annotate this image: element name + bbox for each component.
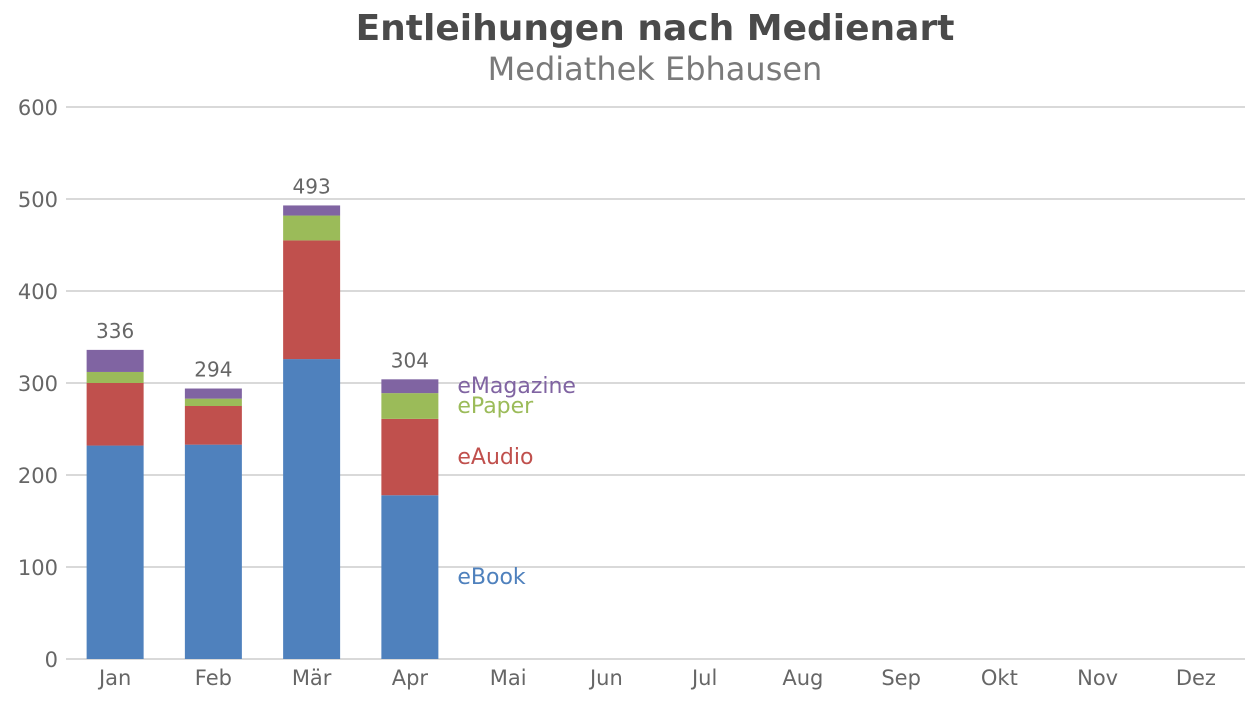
chart-subtitle: Mediathek Ebhausen — [487, 50, 823, 88]
series-label-eaudio: eAudio — [457, 445, 533, 470]
bar-eaudio-apr — [381, 418, 439, 496]
bar-ebook-feb — [184, 444, 242, 659]
bar-eaudio-feb — [184, 406, 242, 445]
total-label: 493 — [293, 174, 331, 198]
bar-emagazine-mär — [283, 205, 341, 216]
bar-ebook-apr — [381, 495, 439, 659]
y-tick-label: 200 — [18, 464, 58, 488]
series-label-ebook: eBook — [457, 565, 526, 590]
y-tick-label: 100 — [18, 556, 58, 580]
total-label: 336 — [96, 319, 134, 343]
y-tick-label: 300 — [18, 372, 58, 396]
x-tick-label: Jun — [588, 666, 623, 690]
bar-eaudio-jan — [86, 383, 144, 446]
total-labels: 336 294 493 304 — [96, 174, 429, 381]
bar-emagazine-feb — [184, 388, 242, 399]
x-tick-label: Jul — [690, 666, 717, 690]
bar-emagazine-apr — [381, 379, 439, 394]
bar-epaper-feb — [184, 398, 242, 406]
series-label-emagazine: eMagazine — [457, 374, 576, 399]
bar-ebook-jan — [86, 445, 144, 659]
y-tick-label: 400 — [18, 280, 58, 304]
x-tick-label: Nov — [1077, 666, 1118, 690]
y-axis: 0 100 200 300 400 500 600 — [18, 96, 58, 672]
chart-title: Entleihungen nach Medienart — [355, 8, 955, 49]
y-tick-label: 0 — [45, 648, 58, 672]
x-tick-label: Jan — [97, 666, 131, 690]
bars — [86, 205, 439, 659]
series-label-epaper: ePaper — [457, 394, 534, 419]
x-tick-label: Mai — [490, 666, 527, 690]
bar-emagazine-jan — [86, 349, 144, 372]
x-axis: Jan Feb Mär Apr Mai Jun Jul Aug Sep Okt Nov Dez — [97, 666, 1216, 690]
x-tick-label: Dez — [1176, 666, 1216, 690]
x-tick-label: Apr — [392, 666, 429, 690]
x-tick-label: Mär — [292, 666, 332, 690]
bar-eaudio-mär — [283, 240, 341, 360]
y-tick-label: 500 — [18, 188, 58, 212]
x-tick-label: Okt — [981, 666, 1018, 690]
bar-epaper-mär — [283, 215, 341, 241]
y-tick-label: 600 — [18, 96, 58, 120]
x-tick-label: Feb — [195, 666, 232, 690]
bar-epaper-apr — [381, 393, 439, 419]
bar-epaper-jan — [86, 371, 144, 383]
gridlines — [66, 106, 1245, 660]
total-label: 304 — [391, 348, 429, 372]
bar-ebook-mär — [283, 359, 341, 659]
total-label: 294 — [194, 358, 232, 382]
x-tick-label: Aug — [782, 666, 823, 690]
x-tick-label: Sep — [881, 666, 921, 690]
